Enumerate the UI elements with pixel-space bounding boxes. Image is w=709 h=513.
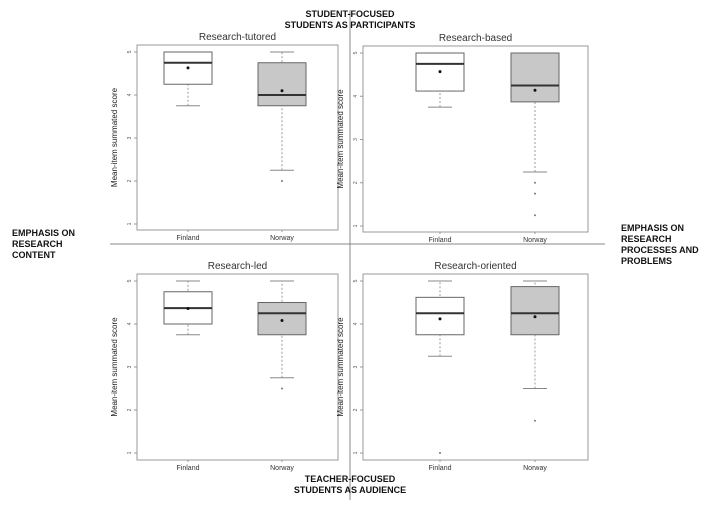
y-tick-label: 5 [127,50,133,53]
outlier-point [439,452,441,454]
mean-point [438,70,442,74]
right-label: RESEARCH [621,234,672,244]
top-label: STUDENT-FOCUSED [305,9,395,19]
mean-point [533,88,537,92]
y-tick-label: 3 [353,138,359,141]
mean-point [280,89,284,93]
panel-title: Research-based [439,33,512,44]
x-tick-label: Norway [270,465,294,472]
outlier-point [534,419,536,422]
x-tick-label: Norway [523,465,547,472]
box [510,286,560,336]
bottom-label: TEACHER-FOCUSED [305,474,396,484]
mean-point [186,307,190,311]
y-axis-label: Mean-item summated score [110,317,119,417]
panel-title: Research-oriented [434,261,516,272]
y-tick-label: 5 [353,279,359,282]
mean-point [533,315,537,319]
box [257,302,307,336]
right-label: PROCESSES AND [621,245,699,255]
panel-title: Research-tutored [199,32,276,43]
x-tick-label: Norway [523,237,547,244]
y-tick-label: 4 [127,322,133,325]
y-tick-label: 2 [353,181,359,184]
y-tick-label: 5 [353,51,359,54]
mean-point [280,319,284,323]
left-label: RESEARCH [12,239,63,249]
y-tick-label: 2 [127,408,133,411]
y-axis-label: Mean-item summated score [336,317,345,417]
y-tick-label: 3 [127,365,133,368]
y-tick-label: 1 [127,222,133,225]
bottom-label: STUDENTS AS AUDIENCE [294,485,406,495]
left-label: CONTENT [12,250,56,260]
mean-point [186,66,190,70]
y-tick-label: 5 [127,279,133,282]
x-tick-label: Norway [270,235,294,242]
y-tick-label: 4 [127,93,133,96]
outlier-point [281,387,283,390]
outlier-point [281,180,283,182]
y-axis-label: Mean-item summated score [336,89,345,189]
right-label: EMPHASIS ON [621,223,684,233]
panel-title: Research-led [208,261,267,272]
y-tick-label: 1 [353,451,359,454]
box [510,52,560,103]
x-tick-label: Finland [177,465,200,472]
y-tick-label: 4 [353,322,359,325]
box [415,296,465,336]
y-tick-label: 4 [353,95,359,98]
top-label: STUDENTS AS PARTICIPANTS [285,20,416,30]
outlier-point [534,181,536,184]
x-tick-label: Finland [429,465,452,472]
x-tick-label: Finland [177,235,200,242]
x-tick-label: Finland [429,237,452,244]
outlier-point [534,192,536,195]
y-axis-label: Mean-item summated score [110,87,119,187]
y-tick-label: 3 [353,365,359,368]
y-tick-label: 1 [353,224,359,227]
y-tick-label: 2 [353,408,359,411]
outlier-point [534,214,536,217]
box [257,62,307,107]
mean-point [438,317,442,321]
y-tick-label: 3 [127,136,133,139]
left-label: EMPHASIS ON [12,228,75,238]
y-tick-label: 1 [127,451,133,454]
y-tick-label: 2 [127,179,133,182]
right-label: PROBLEMS [621,256,672,266]
